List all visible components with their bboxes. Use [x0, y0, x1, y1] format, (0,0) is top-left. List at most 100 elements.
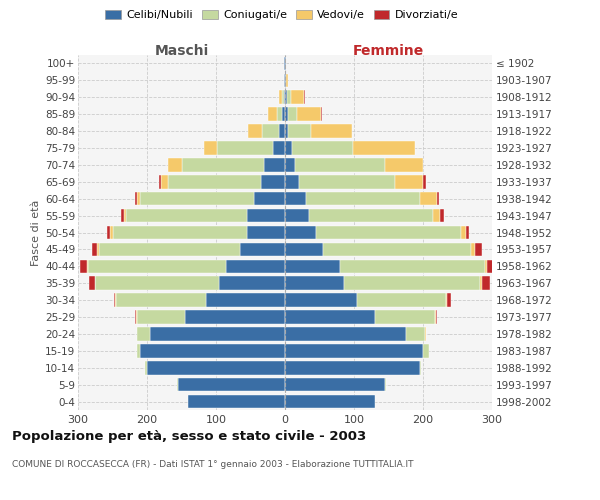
- Bar: [206, 294, 285, 307]
- Bar: [285, 90, 287, 104]
- Bar: [309, 209, 433, 222]
- Bar: [419, 192, 437, 205]
- Bar: [285, 242, 323, 256]
- Bar: [284, 74, 285, 87]
- Bar: [285, 361, 419, 374]
- Bar: [136, 310, 137, 324]
- Y-axis label: Fasce di età: Fasce di età: [31, 200, 41, 266]
- Bar: [299, 175, 395, 188]
- Bar: [110, 226, 113, 239]
- Bar: [285, 276, 344, 290]
- Bar: [140, 344, 285, 358]
- Text: Popolazione per età, sesso e stato civile - 2003: Popolazione per età, sesso e stato civil…: [12, 430, 366, 443]
- Bar: [423, 344, 428, 358]
- Bar: [437, 192, 439, 205]
- Bar: [220, 276, 285, 290]
- Bar: [127, 209, 247, 222]
- Bar: [247, 226, 285, 239]
- Bar: [113, 226, 247, 239]
- Bar: [285, 192, 306, 205]
- Bar: [151, 327, 285, 340]
- Bar: [124, 209, 127, 222]
- Bar: [135, 310, 136, 324]
- Bar: [115, 294, 116, 307]
- Bar: [311, 124, 352, 138]
- Bar: [285, 327, 406, 340]
- Bar: [240, 242, 285, 256]
- Bar: [316, 226, 461, 239]
- Bar: [304, 90, 305, 104]
- Bar: [280, 90, 282, 104]
- Bar: [137, 192, 140, 205]
- Bar: [97, 242, 99, 256]
- Bar: [285, 124, 289, 138]
- Bar: [282, 90, 284, 104]
- Bar: [147, 361, 285, 374]
- Bar: [340, 260, 485, 273]
- Bar: [461, 226, 466, 239]
- Bar: [385, 158, 423, 172]
- Bar: [419, 361, 421, 374]
- Bar: [88, 260, 226, 273]
- Bar: [265, 158, 285, 172]
- Text: COMUNE DI ROCCASECCA (FR) - Dati ISTAT 1° gennaio 2003 - Elaborazione TUTTITALIA: COMUNE DI ROCCASECCA (FR) - Dati ISTAT 1…: [12, 460, 413, 469]
- Bar: [284, 90, 285, 104]
- Bar: [440, 209, 445, 222]
- Bar: [280, 124, 285, 138]
- Bar: [297, 108, 321, 121]
- Bar: [285, 175, 299, 188]
- Bar: [395, 175, 423, 188]
- Bar: [406, 327, 425, 340]
- Bar: [287, 90, 290, 104]
- Bar: [160, 175, 161, 188]
- Bar: [466, 226, 469, 239]
- Bar: [323, 242, 472, 256]
- Bar: [290, 90, 304, 104]
- Bar: [272, 141, 285, 154]
- Bar: [247, 209, 285, 222]
- Bar: [285, 74, 286, 87]
- Bar: [116, 294, 206, 307]
- Bar: [423, 175, 427, 188]
- Text: Femmine: Femmine: [353, 44, 424, 59]
- Bar: [433, 209, 440, 222]
- Bar: [140, 192, 254, 205]
- Bar: [145, 361, 147, 374]
- Bar: [289, 124, 311, 138]
- Legend: Celibi/Nubili, Coniugati/e, Vedovi/e, Divorziati/e: Celibi/Nubili, Coniugati/e, Vedovi/e, Di…: [101, 6, 463, 25]
- Bar: [185, 310, 285, 324]
- Bar: [289, 108, 297, 121]
- Bar: [285, 226, 316, 239]
- Bar: [248, 124, 262, 138]
- Bar: [203, 141, 217, 154]
- Bar: [374, 310, 436, 324]
- Bar: [89, 276, 95, 290]
- Bar: [80, 260, 87, 273]
- Bar: [286, 74, 289, 87]
- Bar: [182, 158, 265, 172]
- Bar: [226, 260, 285, 273]
- Bar: [254, 192, 285, 205]
- Bar: [447, 294, 451, 307]
- Bar: [114, 294, 115, 307]
- Bar: [285, 56, 286, 70]
- Bar: [285, 158, 295, 172]
- Bar: [107, 226, 110, 239]
- Bar: [95, 276, 220, 290]
- Bar: [268, 108, 277, 121]
- Bar: [168, 158, 182, 172]
- Bar: [485, 260, 487, 273]
- Bar: [487, 260, 494, 273]
- Bar: [292, 141, 353, 154]
- Bar: [285, 209, 309, 222]
- Bar: [282, 108, 285, 121]
- Bar: [285, 108, 289, 121]
- Bar: [344, 276, 480, 290]
- Bar: [168, 175, 261, 188]
- Bar: [285, 141, 292, 154]
- Bar: [188, 395, 285, 408]
- Bar: [353, 141, 415, 154]
- Bar: [99, 242, 240, 256]
- Bar: [285, 294, 358, 307]
- Bar: [121, 209, 124, 222]
